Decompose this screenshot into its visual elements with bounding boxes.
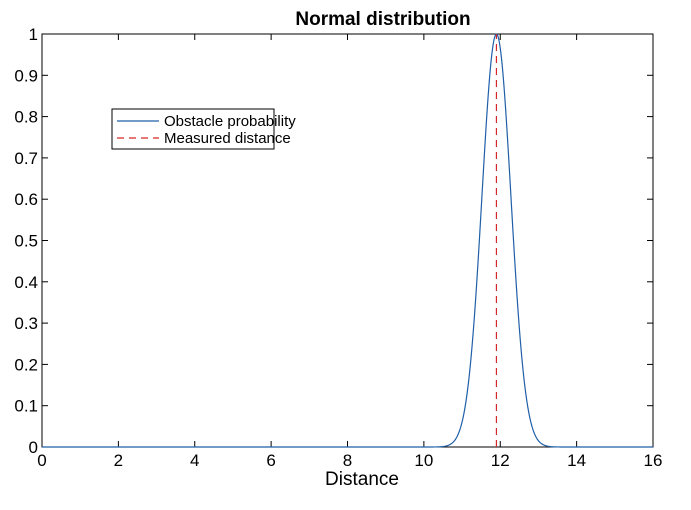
y-tick-label: 0.4 [14,273,38,292]
series-layer [42,33,653,448]
x-tick-label: 6 [266,451,275,470]
axis-ticks: 0 2 4 6 8 10 12 14 16 0 0.1 0.2 0.3 0.4 0.5 0.6 0.7 0.8 0.… [14,25,662,470]
y-tick-label: 0.5 [14,232,38,251]
legend-label-measured-distance: Measured distance [164,130,291,147]
y-tick-label: 0.1 [14,397,38,416]
chart-title: Normal distribution [295,9,470,30]
plot-area [41,33,654,448]
x-tick-label: 2 [114,451,123,470]
x-tick-label: 16 [644,451,663,470]
x-tick-label: 14 [567,451,586,470]
x-tick-label: 12 [491,451,510,470]
y-tick-label: 0.3 [14,314,38,333]
x-axis-label: Distance [325,469,399,490]
y-tick-label: 0.7 [14,149,38,168]
y-tick-label: 0.2 [14,355,38,374]
y-tick-label: 0.9 [14,66,38,85]
x-tick-label: 8 [343,451,352,470]
x-tick-label: 10 [414,451,433,470]
x-tick-label: 4 [190,451,199,470]
x-tick-label: 0 [37,451,46,470]
legend-label-obstacle-probability: Obstacle probability [164,113,296,130]
legend-box [111,108,275,150]
legend: Obstacle probability Measured distance [111,108,296,150]
y-tick-label: 0 [29,438,38,457]
y-tick-label: 1 [29,25,38,44]
y-tick-label: 0.8 [14,108,38,127]
series-line-obstacle-probability [42,33,653,448]
y-tick-label: 0.6 [14,190,38,209]
